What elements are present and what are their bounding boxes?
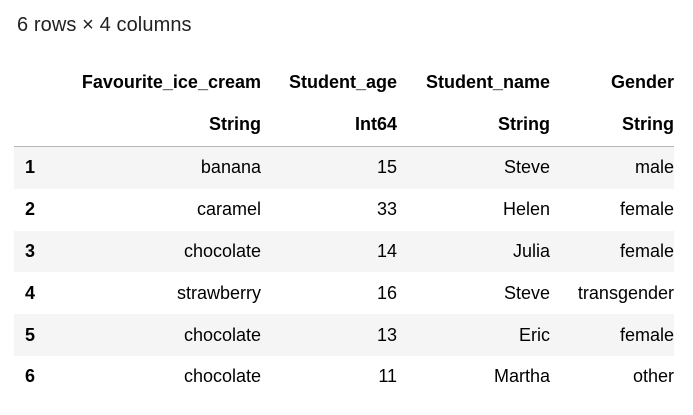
table-row: 6 chocolate 11 Martha other bbox=[14, 355, 674, 398]
table-row: 4 strawberry 16 Steve transgender bbox=[14, 272, 674, 315]
row-index: 6 bbox=[25, 366, 36, 387]
column-type: String bbox=[69, 102, 261, 147]
table-row: 1 banana 15 Steve male bbox=[14, 146, 674, 189]
table-cell: other bbox=[632, 366, 674, 387]
column-header[interactable]: Student_age bbox=[288, 71, 397, 92]
table-cell: male bbox=[634, 157, 674, 178]
table-row: 3 chocolate 14 Julia female bbox=[14, 230, 674, 273]
table-row: 5 chocolate 13 Eric female bbox=[14, 314, 674, 356]
index-type-header bbox=[14, 102, 69, 147]
table-cell: Martha bbox=[493, 366, 550, 387]
table-cell: Helen bbox=[502, 199, 550, 220]
table-body: 1 banana 15 Steve male 2 caramel 33 Hele… bbox=[14, 146, 674, 398]
row-index: 5 bbox=[25, 324, 36, 345]
table-cell: female bbox=[619, 199, 674, 220]
table-cell: 14 bbox=[376, 240, 397, 261]
table-cell: Steve bbox=[503, 282, 550, 303]
table-cell: 11 bbox=[378, 366, 397, 387]
table-cell: transgender bbox=[577, 282, 674, 303]
table-cell: chocolate bbox=[183, 366, 261, 387]
column-header[interactable]: Favourite_ice_cream bbox=[81, 71, 261, 92]
row-index: 3 bbox=[25, 240, 36, 261]
table-row: 2 caramel 33 Helen female bbox=[14, 188, 674, 231]
index-header bbox=[14, 62, 69, 102]
row-index: 4 bbox=[25, 282, 36, 303]
table-cell: caramel bbox=[196, 199, 261, 220]
column-names-row: Favourite_ice_cream Student_age Student_… bbox=[14, 62, 674, 102]
table-cell: female bbox=[619, 240, 674, 261]
table-cell: 33 bbox=[376, 199, 397, 220]
table-cell: chocolate bbox=[183, 324, 261, 345]
column-types-row: String Int64 String String bbox=[14, 102, 674, 147]
table-cell: Steve bbox=[503, 157, 550, 178]
table-summary: 6 rows × 4 columns bbox=[17, 14, 192, 36]
column-header[interactable]: Student_name bbox=[425, 71, 550, 92]
table-cell: 15 bbox=[376, 157, 397, 178]
column-type: String bbox=[397, 102, 550, 147]
table-header: Favourite_ice_cream Student_age Student_… bbox=[14, 62, 674, 147]
table-cell: strawberry bbox=[176, 282, 261, 303]
table-cell: 13 bbox=[376, 324, 397, 345]
table-cell: 16 bbox=[376, 282, 397, 303]
table-cell: Eric bbox=[519, 324, 550, 345]
row-index: 2 bbox=[25, 199, 36, 220]
row-index: 1 bbox=[25, 157, 36, 178]
column-header[interactable]: Gender bbox=[610, 71, 674, 92]
column-type: String bbox=[550, 102, 674, 147]
table-cell: female bbox=[619, 324, 674, 345]
column-type: Int64 bbox=[261, 102, 397, 147]
table-cell: chocolate bbox=[183, 240, 261, 261]
table-cell: Julia bbox=[512, 240, 550, 261]
table-cell: banana bbox=[200, 157, 261, 178]
dataframe-table: Favourite_ice_cream Student_age Student_… bbox=[14, 62, 674, 398]
